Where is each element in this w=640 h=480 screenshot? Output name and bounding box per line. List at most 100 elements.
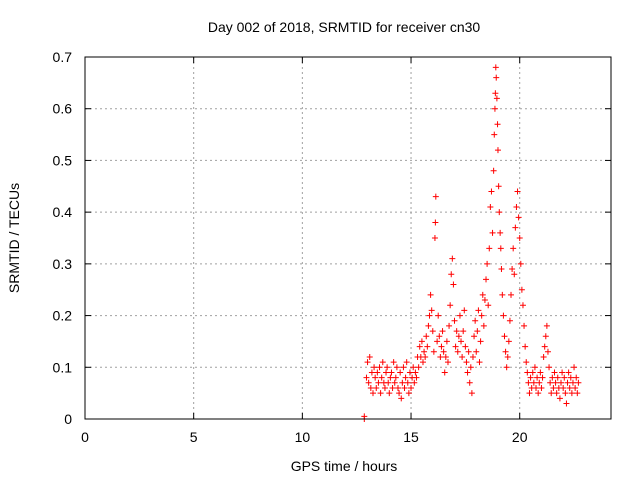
data-point [493,74,500,81]
data-point [432,193,439,200]
data-point [511,271,518,278]
data-point [566,384,573,391]
data-point [512,224,519,231]
data-point [544,348,551,355]
data-point [396,390,403,397]
y-axis-label: SRMTID / TECUs [6,183,22,293]
data-point [456,312,463,319]
data-point [454,348,461,355]
data-point [497,245,504,252]
data-point [554,374,561,381]
data-point [450,281,457,288]
data-point [529,369,536,376]
data-point [385,379,392,386]
data-point [371,364,378,371]
data-point [505,338,512,345]
data-point [556,395,563,402]
data-point [447,302,454,309]
data-point [490,167,497,174]
y-tick-label: 0.1 [53,359,73,375]
data-point [404,379,411,386]
data-point [498,266,505,273]
data-point [473,348,480,355]
data-point [435,312,442,319]
data-point [428,307,435,314]
x-axis-label: GPS time / hours [291,458,398,474]
data-point [492,90,499,97]
data-point [497,229,504,236]
data-point [522,343,529,350]
data-point [572,384,579,391]
data-point [494,147,501,154]
data-point [559,369,566,376]
data-point [401,384,408,391]
data-point [534,374,541,381]
x-tick-label: 15 [403,429,419,445]
data-point [390,359,397,366]
data-point [458,338,465,345]
data-point [466,379,473,386]
data-point [392,374,399,381]
axis-ticks [84,56,611,420]
data-point [376,364,383,371]
data-point [540,353,547,360]
data-point [384,364,391,371]
data-point [536,379,543,386]
data-point [493,95,500,102]
data-point [519,302,526,309]
data-point [533,384,540,391]
data-point [367,384,374,391]
data-point [489,229,496,236]
data-point [491,131,498,138]
data-point [393,364,400,371]
data-point [531,364,538,371]
x-tick-label: 0 [81,429,89,445]
data-point [568,390,575,397]
data-point [504,353,511,360]
data-point [440,348,447,355]
data-point [372,374,379,381]
data-point [541,343,548,350]
data-point [436,333,443,340]
data-point [474,328,481,335]
data-point [391,379,398,386]
data-point [375,379,382,386]
data-point [565,369,572,376]
data-point [467,364,474,371]
data-point [562,390,569,397]
data-point [492,64,499,71]
data-point [560,384,567,391]
data-point [369,390,376,397]
data-point [575,379,582,386]
data-point [448,271,455,278]
data-point [403,359,410,366]
data-point [539,374,546,381]
data-point [509,266,516,273]
data-point [484,260,491,267]
data-point [463,359,470,366]
data-point [483,276,490,283]
data-point [416,343,423,350]
data-point [453,328,460,335]
data-point [525,379,532,386]
data-point [455,333,462,340]
data-point [567,374,574,381]
data-point [479,291,486,298]
data-point [378,374,385,381]
data-point [377,390,384,397]
data-point [546,364,553,371]
data-point [488,188,495,195]
data-point [408,384,415,391]
data-point [503,364,510,371]
data-point [413,374,420,381]
data-point [501,333,508,340]
data-point [517,260,524,267]
data-point [515,214,522,221]
data-point [430,348,437,355]
data-point [383,369,390,376]
data-point [424,343,431,350]
y-tick-label: 0.2 [53,308,73,324]
data-point [460,328,467,335]
data-point [526,390,533,397]
